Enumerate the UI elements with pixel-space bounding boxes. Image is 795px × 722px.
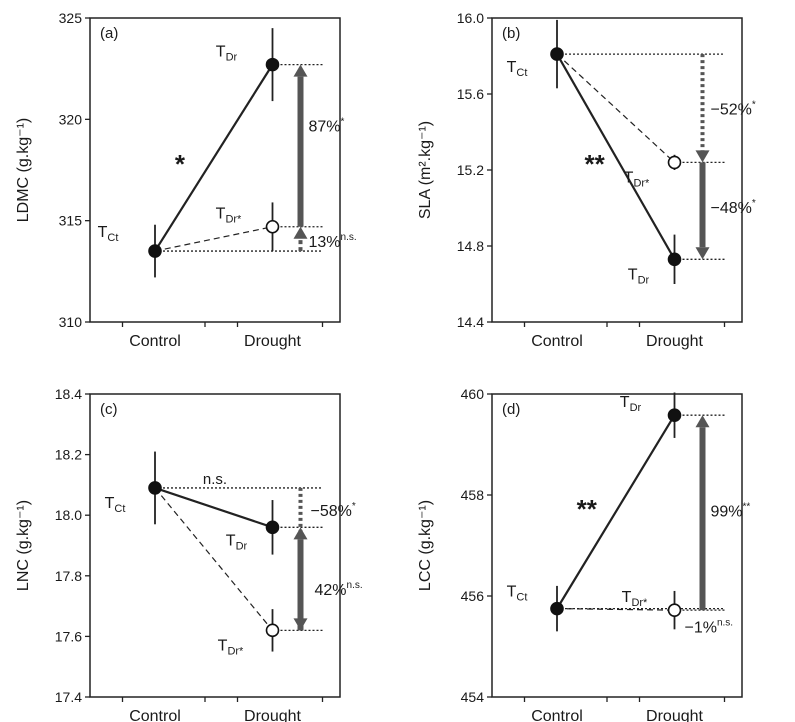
y-tick-label: 18.2 bbox=[55, 447, 82, 463]
y-tick-label: 17.4 bbox=[55, 689, 82, 705]
y-tick-label: 310 bbox=[59, 314, 83, 330]
panel-label: (c) bbox=[100, 401, 118, 418]
point-label: TCt bbox=[507, 584, 528, 604]
point-label: TCt bbox=[507, 59, 528, 79]
effect-arrow-upper-head bbox=[293, 64, 308, 77]
point-label: TDr* bbox=[624, 169, 650, 189]
series-line-dr-star bbox=[154, 487, 273, 631]
slope-significance: * bbox=[175, 149, 186, 179]
y-axis-label: LDMC (g.kg⁻¹) bbox=[15, 118, 32, 222]
point-filled bbox=[148, 244, 162, 258]
y-tick-label: 325 bbox=[59, 10, 83, 26]
y-tick-label: 315 bbox=[59, 213, 83, 229]
percent-label-upper: −52%* bbox=[711, 99, 756, 118]
slope-significance: ** bbox=[577, 494, 598, 524]
point-open bbox=[667, 155, 682, 170]
slope-significance: n.s. bbox=[203, 471, 227, 488]
effect-arrow-lower-head bbox=[293, 527, 308, 540]
effect-arrow-upper-head bbox=[695, 150, 710, 163]
point-label: TDr bbox=[628, 266, 650, 286]
x-tick-label: Control bbox=[531, 708, 583, 722]
point-label: TDr bbox=[216, 44, 238, 64]
plot-frame bbox=[89, 17, 341, 323]
point-label: TCt bbox=[98, 224, 119, 244]
panel-label: (d) bbox=[502, 401, 520, 418]
x-tick-label: Drought bbox=[646, 708, 703, 722]
effect-arrow-lower-head bbox=[293, 226, 308, 239]
point-filled bbox=[265, 520, 280, 535]
y-tick-label: 460 bbox=[461, 386, 485, 402]
panel-d: 454 456 458 460 Control Drought LCC (g.kg⁻¹) (d… bbox=[417, 386, 750, 722]
point-label: TCt bbox=[105, 495, 126, 515]
series-line-drought bbox=[154, 486, 273, 529]
effect-arrow-upper-head bbox=[695, 415, 710, 428]
panel-a: 310 315 320 325 Control Drought LDMC (g.kg⁻¹) (… bbox=[15, 10, 357, 350]
percent-label-lower: −48%* bbox=[711, 198, 756, 217]
y-tick-label: 458 bbox=[461, 487, 485, 503]
percent-label-lower: −1%n.s. bbox=[685, 618, 734, 637]
y-tick-label: 16.0 bbox=[457, 10, 484, 26]
y-tick-label: 17.6 bbox=[55, 628, 82, 644]
x-tick-label: Control bbox=[129, 333, 181, 350]
point-label: TDr bbox=[620, 394, 642, 414]
y-axis-label: LNC (g.kg⁻¹) bbox=[15, 500, 32, 591]
point-filled bbox=[667, 252, 682, 267]
point-open bbox=[265, 219, 280, 234]
panel-label: (b) bbox=[502, 25, 520, 42]
point-label: TDr* bbox=[622, 589, 648, 609]
point-open bbox=[265, 623, 280, 638]
percent-label-lower: 13%n.s. bbox=[309, 232, 357, 251]
point-label: TDr* bbox=[218, 637, 244, 657]
x-tick-label: Control bbox=[129, 708, 181, 722]
panel-b: 14.4 14.8 15.2 15.6 16.0 Control Drought SLA (m… bbox=[417, 10, 756, 350]
series-line-drought bbox=[154, 64, 274, 252]
point-filled bbox=[550, 47, 564, 61]
y-tick-label: 15.2 bbox=[457, 162, 484, 178]
point-filled bbox=[667, 408, 682, 423]
y-tick-label: 18.0 bbox=[55, 507, 82, 523]
point-label: TDr bbox=[226, 532, 248, 552]
y-tick-label: 15.6 bbox=[457, 86, 484, 102]
series-line-drought bbox=[556, 414, 676, 610]
y-tick-label: 454 bbox=[461, 689, 485, 705]
y-tick-label: 17.8 bbox=[55, 568, 82, 584]
percent-label-upper: −58%* bbox=[311, 501, 356, 520]
percent-label-lower: 42%n.s. bbox=[315, 580, 363, 599]
point-filled bbox=[550, 601, 564, 616]
y-axis-label: LCC (g.kg⁻¹) bbox=[417, 500, 434, 591]
series-line-dr-star bbox=[154, 226, 273, 252]
panel-c: 17.4 17.6 17.8 18.0 18.2 18.4 Control Drought LN… bbox=[15, 386, 363, 722]
plot-frame bbox=[491, 393, 743, 698]
effect-arrow-lower-head bbox=[695, 247, 710, 260]
x-tick-label: Drought bbox=[244, 333, 301, 350]
y-tick-label: 14.4 bbox=[457, 314, 484, 330]
plot-frame bbox=[89, 393, 341, 698]
y-axis-label: SLA (m².kg⁻¹) bbox=[417, 121, 434, 219]
percent-label-upper: 99%** bbox=[711, 502, 751, 521]
point-filled bbox=[148, 481, 162, 495]
y-tick-label: 18.4 bbox=[55, 386, 82, 402]
y-tick-label: 456 bbox=[461, 588, 485, 604]
percent-label-upper: 87%* bbox=[309, 117, 345, 136]
x-tick-label: Drought bbox=[244, 708, 301, 722]
x-tick-label: Drought bbox=[646, 333, 703, 350]
series-line-drought bbox=[556, 53, 676, 260]
point-label: TDr* bbox=[216, 206, 242, 226]
y-tick-label: 320 bbox=[59, 111, 83, 127]
slope-significance: ** bbox=[585, 149, 606, 179]
point-filled bbox=[265, 57, 280, 72]
x-tick-label: Control bbox=[531, 333, 583, 350]
series-line-dr-star bbox=[556, 53, 675, 163]
panel-label: (a) bbox=[100, 25, 118, 42]
point-open bbox=[667, 603, 682, 617]
y-tick-label: 14.8 bbox=[457, 238, 484, 254]
